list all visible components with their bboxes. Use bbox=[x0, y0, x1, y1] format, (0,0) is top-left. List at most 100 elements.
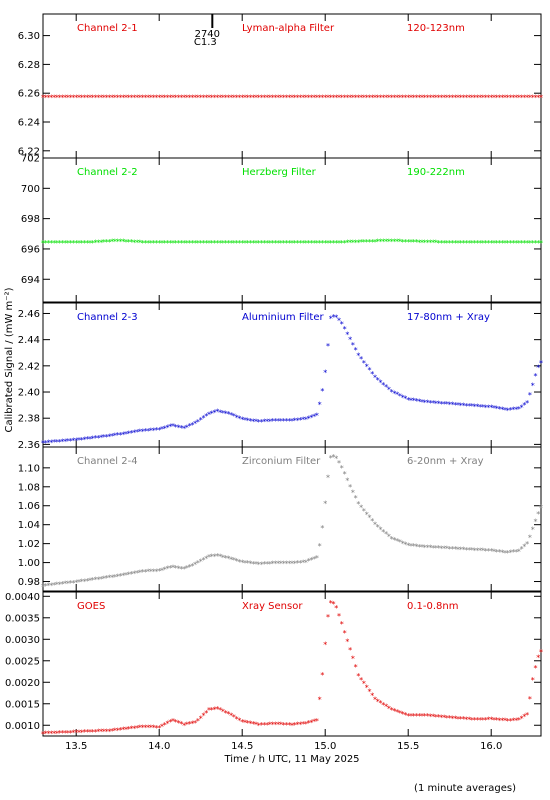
data-point-3-97: * bbox=[309, 413, 313, 422]
data-point-1-160: * bbox=[484, 94, 488, 103]
data-point-5-15: * bbox=[83, 728, 87, 737]
data-point-3-18: * bbox=[91, 434, 95, 443]
data-point-4-39: * bbox=[149, 568, 153, 577]
data-point-1-20: * bbox=[96, 94, 100, 103]
data-point-5-151: * bbox=[459, 715, 463, 724]
data-point-1-127: * bbox=[392, 94, 396, 103]
data-point-4-167: * bbox=[503, 549, 507, 558]
data-point-4-159: * bbox=[481, 547, 485, 556]
data-point-2-87: * bbox=[282, 239, 286, 248]
data-point-1-123: * bbox=[381, 94, 385, 103]
data-point-1-166: * bbox=[500, 94, 504, 103]
data-point-3-34: * bbox=[135, 428, 139, 437]
data-point-4-124: * bbox=[384, 530, 388, 539]
data-point-3-101: * bbox=[320, 387, 324, 396]
data-point-2-52: * bbox=[185, 239, 189, 248]
y-tick-label-1-3: 6.28 bbox=[18, 60, 40, 71]
data-point-3-104: * bbox=[329, 314, 333, 323]
data-point-5-70: * bbox=[235, 715, 239, 724]
data-point-2-44: * bbox=[163, 239, 167, 248]
data-point-1-92: * bbox=[296, 94, 300, 103]
data-point-3-48: * bbox=[174, 423, 178, 432]
data-point-4-8: * bbox=[63, 580, 67, 589]
data-point-3-61: * bbox=[210, 409, 214, 418]
data-point-4-87: * bbox=[282, 560, 286, 569]
data-point-4-104: * bbox=[329, 454, 333, 463]
data-point-1-70: * bbox=[235, 94, 239, 103]
data-point-5-26: * bbox=[113, 727, 117, 736]
data-point-5-65: * bbox=[221, 708, 225, 717]
data-point-1-32: * bbox=[130, 94, 134, 103]
data-point-2-19: * bbox=[94, 239, 98, 248]
channel-label-3: Channel 2-3 bbox=[77, 312, 138, 323]
data-point-1-106: * bbox=[334, 94, 338, 103]
data-point-1-93: * bbox=[298, 94, 302, 103]
data-point-2-133: * bbox=[409, 238, 413, 247]
data-point-2-66: * bbox=[224, 239, 228, 248]
data-point-1-8: * bbox=[63, 94, 67, 103]
data-point-2-81: * bbox=[265, 239, 269, 248]
data-point-3-125: * bbox=[387, 386, 391, 395]
data-point-2-130: * bbox=[401, 238, 405, 247]
data-point-2-23: * bbox=[105, 238, 109, 247]
data-point-5-4: * bbox=[52, 729, 56, 738]
data-point-5-160: * bbox=[484, 716, 488, 725]
data-point-5-23: * bbox=[105, 727, 109, 736]
data-point-5-77: * bbox=[254, 721, 258, 730]
data-point-3-65: * bbox=[221, 409, 225, 418]
data-point-1-144: * bbox=[439, 94, 443, 103]
data-point-2-123: * bbox=[381, 237, 385, 246]
data-point-3-77: * bbox=[254, 418, 258, 427]
data-point-5-35: * bbox=[138, 724, 142, 733]
data-point-4-63: * bbox=[215, 552, 219, 561]
data-point-2-25: * bbox=[110, 238, 114, 247]
data-point-4-154: * bbox=[467, 546, 471, 555]
data-point-4-55: * bbox=[193, 561, 197, 570]
data-point-1-73: * bbox=[243, 94, 247, 103]
y-tick-label-2-2: 698 bbox=[21, 214, 40, 225]
data-point-1-174: * bbox=[522, 94, 526, 103]
data-point-5-125: * bbox=[387, 704, 391, 713]
data-point-3-143: * bbox=[437, 400, 441, 409]
data-point-2-0: * bbox=[41, 239, 45, 248]
data-point-2-144: * bbox=[439, 239, 443, 248]
data-point-4-133: * bbox=[409, 542, 413, 551]
y-tick-label-4-5: 1.08 bbox=[18, 482, 40, 493]
data-point-1-140: * bbox=[428, 94, 432, 103]
data-point-3-24: * bbox=[107, 433, 111, 442]
x-tick-label-1: 14.0 bbox=[148, 741, 170, 752]
data-point-4-86: * bbox=[279, 560, 283, 569]
data-point-1-76: * bbox=[251, 94, 255, 103]
data-point-5-97: * bbox=[309, 718, 313, 727]
data-point-5-133: * bbox=[409, 712, 413, 721]
data-point-4-92: * bbox=[296, 559, 300, 568]
data-point-3-27: * bbox=[116, 431, 120, 440]
data-point-1-151: * bbox=[459, 94, 463, 103]
data-point-1-67: * bbox=[226, 94, 230, 103]
data-point-3-14: * bbox=[80, 436, 84, 445]
data-point-5-157: * bbox=[475, 716, 479, 725]
data-point-4-48: * bbox=[174, 564, 178, 573]
data-point-2-42: * bbox=[157, 239, 161, 248]
data-point-1-71: * bbox=[237, 94, 241, 103]
data-point-5-6: * bbox=[58, 729, 62, 738]
data-point-4-177: * bbox=[531, 525, 535, 534]
data-point-5-43: * bbox=[160, 722, 164, 731]
data-point-3-36: * bbox=[141, 427, 145, 436]
data-point-4-83: * bbox=[271, 560, 275, 569]
data-point-2-50: * bbox=[179, 239, 183, 248]
data-point-2-160: * bbox=[484, 239, 488, 248]
data-point-5-131: * bbox=[403, 711, 407, 720]
data-point-5-102: * bbox=[323, 641, 327, 650]
data-point-2-91: * bbox=[293, 239, 297, 248]
data-point-3-63: * bbox=[215, 408, 219, 417]
data-point-5-44: * bbox=[163, 721, 167, 730]
data-point-2-96: * bbox=[307, 239, 311, 248]
data-point-5-50: * bbox=[179, 720, 183, 729]
data-point-1-59: * bbox=[204, 94, 208, 103]
data-point-5-106: * bbox=[334, 604, 338, 613]
data-point-2-36: * bbox=[141, 239, 145, 248]
data-point-1-122: * bbox=[379, 94, 383, 103]
data-point-5-98: * bbox=[312, 718, 316, 727]
